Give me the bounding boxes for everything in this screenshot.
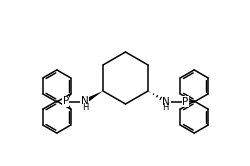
Text: P: P — [181, 96, 188, 107]
Text: P: P — [62, 96, 69, 107]
Polygon shape — [83, 91, 102, 104]
Text: H: H — [82, 102, 89, 112]
Text: H: H — [161, 102, 168, 112]
Text: N: N — [80, 96, 88, 107]
Text: N: N — [162, 96, 170, 107]
